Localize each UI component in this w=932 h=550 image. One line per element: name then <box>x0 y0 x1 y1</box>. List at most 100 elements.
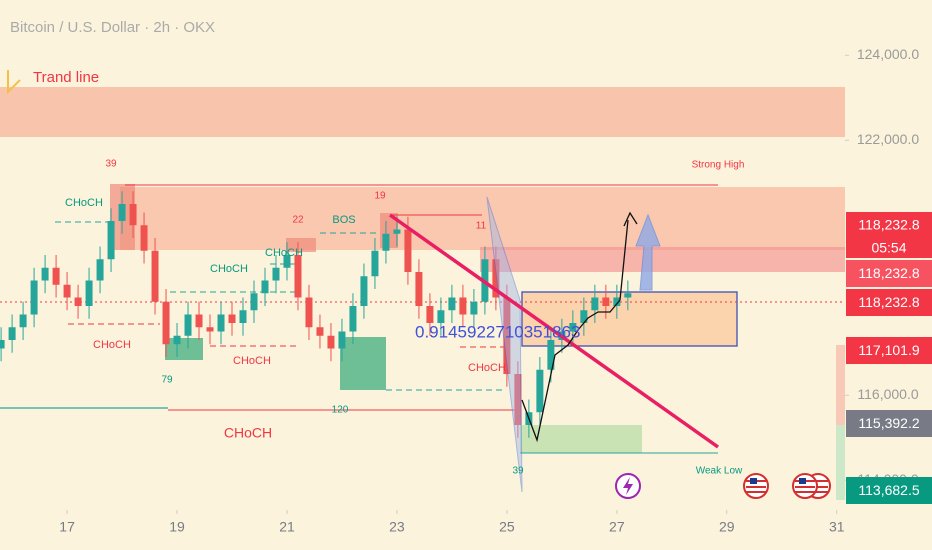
range-bar <box>836 425 845 500</box>
candle-body <box>404 229 412 272</box>
range-bar <box>836 345 845 425</box>
x-tick-label: 17 <box>59 519 75 535</box>
candle-body <box>0 340 5 349</box>
price-tag-label: 118,232.8 <box>858 294 919 310</box>
demand-zone <box>520 425 642 453</box>
candle-body <box>426 306 434 323</box>
candle-body <box>415 272 423 306</box>
candles <box>0 191 632 438</box>
annotation: Trand line <box>33 69 99 86</box>
order-block <box>286 238 316 252</box>
candle-body <box>624 293 632 298</box>
candle-body <box>107 221 115 260</box>
candle-body <box>602 297 610 306</box>
x-tick-label: 31 <box>829 519 845 535</box>
price-tag <box>846 410 932 437</box>
y-tick-label: 122,000.0 <box>857 131 919 147</box>
x-tick-label: 21 <box>279 519 295 535</box>
annotation: CHoCH <box>265 247 303 259</box>
candle-body <box>74 297 82 306</box>
candle-body <box>327 335 335 349</box>
annotation: 79 <box>161 375 173 386</box>
annotation: 0.9145922710351863 <box>415 322 580 341</box>
event-icon-bolt <box>623 477 633 495</box>
candle-body <box>228 314 236 323</box>
candle-body <box>514 374 522 425</box>
price-tag-label: 113,682.5 <box>858 482 919 498</box>
candle-body <box>41 267 49 281</box>
candle-body <box>536 369 544 413</box>
annotation: 39 <box>105 159 117 170</box>
candle-body <box>140 225 148 251</box>
candle-body <box>261 280 269 294</box>
candle-body <box>547 340 555 370</box>
candle-body <box>162 301 170 345</box>
x-tick-label: 23 <box>389 519 405 535</box>
candle-body <box>294 255 302 298</box>
candle-body <box>217 314 225 332</box>
target-box <box>521 291 738 347</box>
strong-high-zone <box>120 187 845 250</box>
candle-body <box>151 250 159 302</box>
supply-zone <box>0 87 845 137</box>
candle-body <box>382 233 390 251</box>
candle-body <box>96 259 104 281</box>
candle-body <box>272 267 280 281</box>
candle-body <box>19 314 27 328</box>
wedge <box>486 196 523 493</box>
candle-body <box>305 297 313 328</box>
x-tick-label: 25 <box>499 519 515 535</box>
annotation: Weak Low <box>696 466 743 477</box>
y-tick-label: 116,000.0 <box>857 386 918 402</box>
us-flags <box>743 473 831 499</box>
annotation: BOS <box>332 214 355 226</box>
candle-body <box>283 255 291 268</box>
annotation: 120 <box>332 405 349 416</box>
candle-body <box>492 259 500 298</box>
price-tag-label: 115,392.2 <box>858 415 919 431</box>
up-arrow <box>635 213 661 291</box>
annotation: 11 <box>476 221 487 232</box>
candle-body <box>184 314 192 336</box>
candle-body <box>8 327 16 340</box>
candle-body <box>85 280 93 306</box>
candle-body <box>239 310 247 323</box>
projection-arrow <box>623 211 638 227</box>
price-tag-label: 118,232.8 <box>858 217 919 233</box>
candle-body <box>393 229 401 234</box>
candle-body <box>30 280 38 315</box>
annotation: 39 <box>512 466 524 477</box>
candle-body <box>437 310 445 323</box>
price-tag <box>846 260 932 287</box>
annotation: CHoCH <box>210 263 248 275</box>
annotation: 19 <box>374 191 386 202</box>
candle-body <box>173 335 181 345</box>
candle-body <box>569 323 577 332</box>
axes: 124,000.0122,000.0116,000.0114,000.01719… <box>59 46 932 535</box>
x-tick-label: 29 <box>719 519 735 535</box>
demand-box <box>165 338 203 360</box>
candle-body <box>206 327 214 332</box>
candle-body <box>195 314 203 328</box>
annotation: CHoCH <box>93 339 131 351</box>
candle-body <box>503 297 511 374</box>
candle-body <box>371 250 379 277</box>
candle-body <box>360 276 368 306</box>
candle-body <box>129 204 137 226</box>
candle-body <box>613 297 621 306</box>
candle-body <box>250 293 258 311</box>
price-tag-label: 05:54 <box>871 240 906 256</box>
candle-body <box>316 327 324 336</box>
order-block <box>480 247 845 272</box>
trend-line <box>388 213 720 449</box>
annotation: CHoCH <box>224 425 272 441</box>
projection-path <box>521 219 629 443</box>
price-tag-label: 117,101.9 <box>858 342 919 358</box>
annotation: CHoCH <box>468 362 506 374</box>
candle-body <box>591 297 599 311</box>
price-tag <box>846 337 932 364</box>
candle-body <box>470 301 478 315</box>
candle-body <box>118 204 126 221</box>
